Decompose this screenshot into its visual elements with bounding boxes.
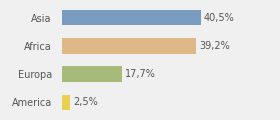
Bar: [62, 38, 196, 54]
Bar: [62, 66, 122, 82]
Bar: [62, 95, 70, 110]
Bar: [62, 10, 200, 25]
Text: 17,7%: 17,7%: [125, 69, 156, 79]
Text: 2,5%: 2,5%: [73, 97, 98, 107]
Text: 39,2%: 39,2%: [199, 41, 230, 51]
Text: 40,5%: 40,5%: [203, 13, 234, 23]
